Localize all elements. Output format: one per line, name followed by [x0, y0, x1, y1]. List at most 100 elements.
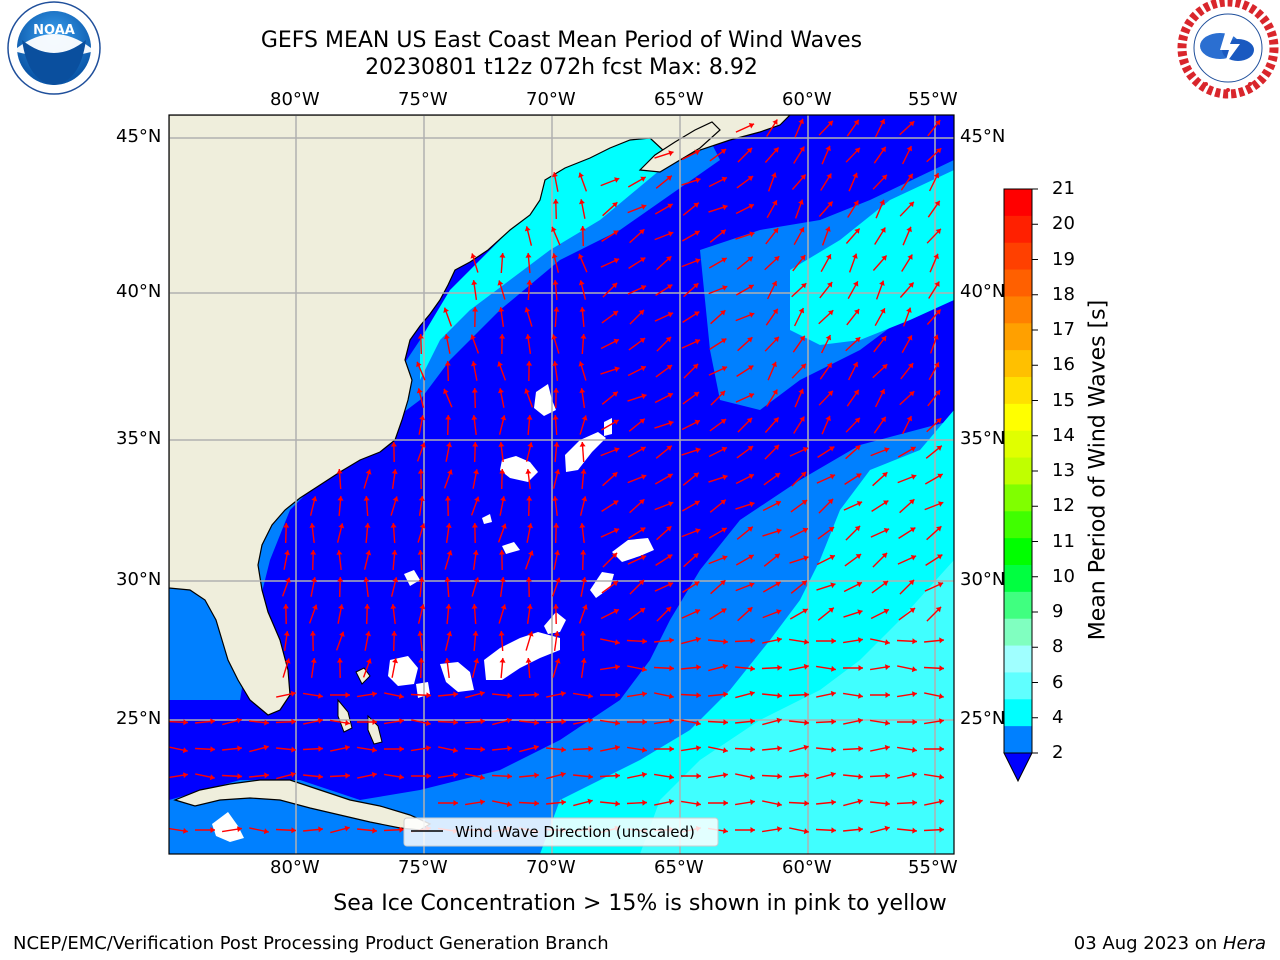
wave-direction-arrowhead — [799, 227, 805, 233]
wave-direction-arrowhead — [499, 253, 506, 258]
lon-label-bottom-65w: 65°W — [654, 857, 704, 878]
wave-direction-arrowhead — [908, 282, 914, 288]
wave-direction-arrowhead — [561, 718, 566, 725]
footer-org: NCEP/EMC/Verification Post Processing Pr… — [13, 933, 609, 954]
lat-label-right-45n: 45°N — [960, 126, 1006, 147]
wave-direction-arrowhead — [853, 119, 859, 126]
wave-direction-arrowhead — [579, 631, 586, 636]
wave-direction-arrowhead — [446, 631, 453, 637]
wave-direction-arrowhead — [881, 255, 887, 261]
wave-direction-arrowhead — [582, 604, 588, 610]
wave-direction-arrowhead — [345, 772, 350, 779]
wave-direction-arrowhead — [290, 690, 296, 697]
wave-direction-arrowhead — [933, 334, 939, 340]
colorbar-tick-label: 2 — [1052, 742, 1064, 763]
wave-direction-arrowhead — [580, 658, 587, 663]
colorbar-segment — [1004, 591, 1032, 620]
wave-direction-arrowhead — [552, 604, 559, 609]
wave-direction-arrowhead — [534, 691, 539, 698]
wave-direction-arrowhead — [935, 120, 941, 126]
wave-direction-arrowhead — [723, 800, 728, 806]
colorbar-tick-label: 21 — [1052, 178, 1075, 199]
map-area — [169, 115, 954, 854]
wave-direction-arrowhead — [826, 173, 832, 179]
wave-direction-arrowhead — [912, 691, 917, 698]
wave-direction-arrowhead — [748, 123, 755, 129]
lat-label-left-45n: 45°N — [116, 126, 162, 147]
wave-direction-arrowhead — [857, 798, 863, 805]
wave-direction-arrowhead — [579, 199, 585, 205]
wave-direction-arrowhead — [773, 417, 779, 423]
wave-direction-arrowhead — [284, 550, 290, 556]
wave-direction-arrowhead — [906, 226, 912, 233]
wave-direction-arrowhead — [263, 744, 269, 751]
wave-direction-arrowhead — [552, 172, 558, 178]
wave-direction-arrowhead — [885, 772, 890, 779]
wave-direction-arrowhead — [500, 415, 507, 421]
wave-direction-arrowhead — [773, 444, 780, 451]
colorbar-segment — [1004, 430, 1032, 459]
wave-direction-arrowhead — [937, 582, 944, 588]
wave-direction-arrowhead — [526, 604, 533, 609]
wave-direction-arrowhead — [749, 582, 755, 588]
wave-direction-arrowhead — [721, 338, 727, 344]
wave-direction-arrowhead — [507, 773, 512, 780]
wave-direction-arrowhead — [696, 773, 701, 779]
wave-direction-arrowhead — [417, 469, 424, 474]
colorbar-tick-label: 20 — [1052, 213, 1075, 235]
wave-direction-arrowhead — [237, 826, 242, 833]
wave-direction-arrowhead — [666, 526, 672, 532]
wave-direction-arrowhead — [746, 147, 753, 154]
wave-direction-arrowhead — [694, 609, 701, 615]
wave-direction-arrowhead — [552, 415, 559, 420]
wave-direction-arrowhead — [579, 523, 586, 528]
wave-direction-arrowhead — [417, 631, 424, 636]
wave-direction-arrowhead — [803, 555, 809, 562]
wave-direction-arrowhead — [471, 604, 478, 609]
wave-direction-arrowhead — [908, 201, 914, 208]
wave-direction-arrowhead — [935, 309, 941, 315]
wave-direction-arrowhead — [363, 577, 370, 582]
wave-direction-arrowhead — [906, 416, 913, 422]
wave-direction-arrowhead — [830, 771, 836, 778]
wave-direction-arrowhead — [856, 501, 863, 507]
wave-direction-arrowhead — [209, 774, 215, 781]
lon-label-top-80w: 80°W — [270, 89, 320, 110]
wave-direction-arrowhead — [372, 746, 377, 753]
wave-direction-arrowhead — [668, 231, 674, 237]
wave-direction-arrowhead — [694, 311, 700, 317]
wave-direction-arrowhead — [364, 523, 371, 528]
wave-direction-arrowhead — [719, 390, 726, 397]
map-title: GEFS MEAN US East Coast Mean Period of W… — [260, 28, 863, 53]
wave-direction-arrowhead — [472, 442, 479, 447]
wave-direction-arrowhead — [366, 658, 372, 664]
wave-direction-arrowhead — [480, 799, 485, 806]
wave-direction-arrowhead — [935, 390, 941, 396]
lat-label-right-35n: 35°N — [960, 428, 1006, 449]
wave-direction-arrowhead — [418, 577, 425, 582]
colorbar-segment — [1004, 215, 1032, 244]
wave-direction-arrowhead — [774, 473, 781, 479]
wave-direction-arrowhead — [668, 420, 674, 427]
wave-direction-arrowhead — [669, 773, 674, 780]
wave-direction-arrowhead — [533, 744, 539, 751]
wave-direction-arrowhead — [612, 472, 618, 478]
wave-direction-arrowhead — [526, 280, 533, 285]
wave-direction-arrowhead — [776, 801, 782, 808]
wave-direction-arrowhead — [615, 692, 620, 698]
wave-direction-arrowhead — [615, 772, 620, 779]
wave-direction-arrowhead — [801, 500, 808, 506]
wave-direction-arrowhead — [803, 744, 809, 751]
wave-direction-arrowhead — [885, 719, 890, 726]
wave-direction-arrowhead — [858, 692, 863, 699]
wave-direction-arrowhead — [831, 718, 836, 725]
wave-direction-arrowhead — [721, 257, 727, 263]
wave-direction-arrowhead — [909, 391, 915, 397]
wave-direction-arrowhead — [720, 310, 726, 316]
wave-direction-arrowhead — [552, 280, 559, 285]
wave-direction-arrowhead — [363, 496, 370, 501]
wave-period-band-northeast-high — [790, 170, 954, 345]
wave-direction-arrowhead — [498, 388, 504, 394]
wave-direction-arrowhead — [801, 283, 807, 289]
